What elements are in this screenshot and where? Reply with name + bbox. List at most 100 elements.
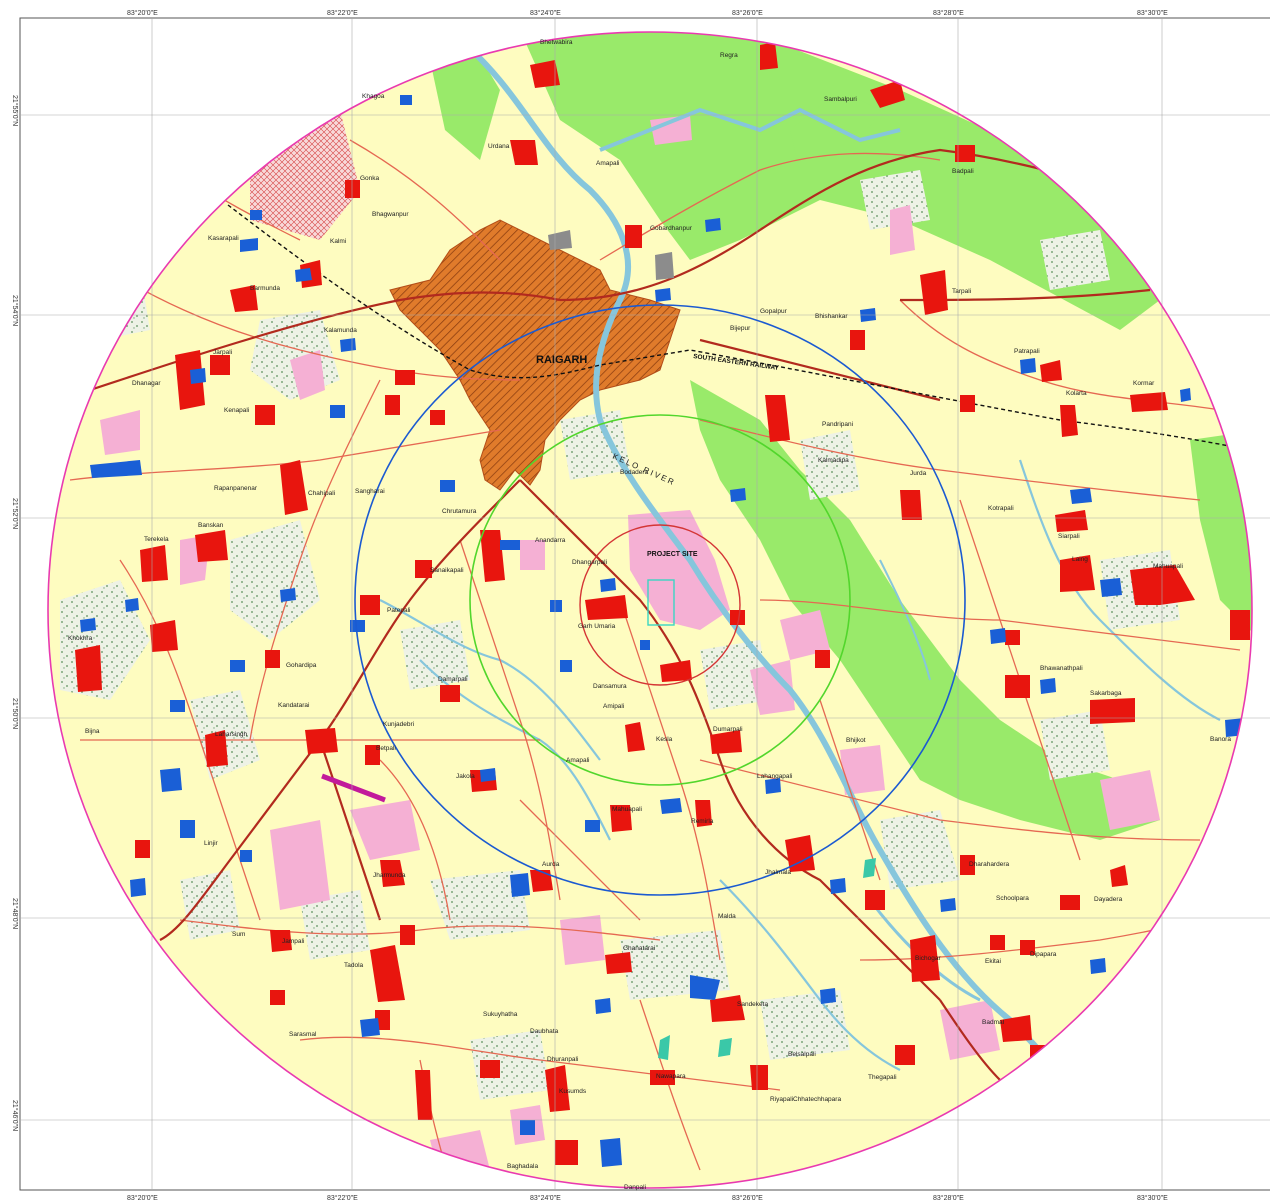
village-label: Badpali bbox=[952, 168, 974, 175]
village-label: Mahuapali bbox=[1153, 563, 1183, 570]
village-label: Banskan bbox=[198, 522, 224, 529]
roads bbox=[59, 139, 1241, 1181]
village-label: Patrapali bbox=[1014, 348, 1040, 355]
project-site-marker bbox=[647, 579, 675, 626]
village-label: Sanaikapali bbox=[430, 567, 464, 574]
village-label: Bijepur bbox=[730, 325, 751, 332]
bottom-tick-6: 83°30'0"E bbox=[1137, 1194, 1168, 1202]
village-label: Bhijkot bbox=[846, 737, 866, 744]
top-tick-3: 83°24'0"E bbox=[530, 9, 561, 17]
village-label: Gobardhanpur bbox=[650, 225, 693, 232]
village-label: Dhuranpali bbox=[547, 1056, 578, 1063]
village-label: Terekela bbox=[144, 536, 169, 543]
village-label: Badmal bbox=[982, 1019, 1005, 1026]
village-label: Kunjadebri bbox=[383, 721, 414, 728]
bottom-tick-3: 83°24'0"E bbox=[530, 1194, 561, 1202]
village-label: Belsalpali bbox=[788, 1051, 816, 1058]
top-tick-5: 83°28'0"E bbox=[933, 9, 964, 17]
village-label: Mahuapali bbox=[612, 806, 642, 813]
ring-7km bbox=[469, 414, 851, 786]
village-label: Sangharai bbox=[355, 488, 385, 495]
village-label: Aurda bbox=[542, 861, 560, 868]
left-tick-labels: 21°55'0"N 21°54'0"N 21°52'0"N 21°50'0"N … bbox=[11, 95, 19, 1131]
village-label: Gohardipa bbox=[286, 662, 317, 669]
ring-10km bbox=[354, 304, 966, 896]
village-label: Dansamura bbox=[593, 683, 627, 690]
forest-area bbox=[520, 32, 1160, 330]
village-label: Kalamunda bbox=[324, 327, 357, 334]
village-label: Bichogar bbox=[915, 955, 941, 962]
village-label: Pandripani bbox=[822, 421, 853, 428]
village-label: Kolarta bbox=[1066, 390, 1087, 397]
village-label: Dharahardera bbox=[969, 861, 1009, 868]
ring-3km bbox=[579, 524, 741, 686]
village-label: Jurda bbox=[910, 470, 927, 477]
raigarh-urban-area bbox=[389, 219, 681, 491]
village-label: Linjir bbox=[204, 840, 219, 847]
village-label: Ghanatarai bbox=[623, 945, 655, 952]
village-label: Kenapali bbox=[224, 407, 249, 414]
village-label: Tadola bbox=[344, 962, 364, 969]
bottom-tick-4: 83°26'0"E bbox=[732, 1194, 763, 1202]
village-label: Kalmi bbox=[330, 238, 346, 245]
village-label: Dipapara bbox=[1030, 951, 1057, 958]
village-label: Kesla bbox=[656, 736, 673, 743]
top-tick-6: 83°30'0"E bbox=[1137, 9, 1168, 17]
bottom-tick-1: 83°20'0"E bbox=[127, 1194, 158, 1202]
village-label: Jharmunda bbox=[373, 872, 406, 879]
village-label: Rapanpanenar bbox=[214, 485, 258, 492]
village-label: Schoolpara bbox=[996, 895, 1029, 902]
village-label: Betpali bbox=[376, 745, 396, 752]
village-label: Danpali bbox=[624, 1184, 646, 1191]
top-tick-4: 83°26'0"E bbox=[732, 9, 763, 17]
village-label: Khagoa bbox=[362, 93, 385, 100]
village-label: Jakola bbox=[456, 773, 475, 780]
railway-line bbox=[227, 204, 1251, 451]
village-label: Siarpali bbox=[1058, 533, 1080, 540]
village-label: Sandeketa bbox=[737, 1001, 768, 1008]
village-label: Bodadera bbox=[620, 469, 649, 476]
village-label: Sum bbox=[232, 931, 245, 938]
project-site-label: PROJECT SITE bbox=[647, 551, 698, 558]
village-label: Lahangapali bbox=[757, 773, 792, 780]
village-label: Dhangarpali bbox=[572, 559, 607, 566]
top-tick-2: 83°22'0"E bbox=[327, 9, 358, 17]
village-label: Amapali bbox=[566, 757, 589, 764]
left-tick-1: 21°55'0"N bbox=[11, 95, 19, 126]
village-label: Kandatarai bbox=[278, 702, 309, 709]
teal-patch bbox=[658, 1035, 670, 1060]
left-tick-5: 21°48'0"N bbox=[11, 898, 19, 929]
village-label: Jhalmala bbox=[765, 869, 791, 876]
village-label: Dayadera bbox=[1094, 896, 1123, 903]
town-label: RAIGARH bbox=[536, 354, 587, 366]
forest-area bbox=[430, 40, 500, 160]
teal-patch bbox=[718, 1038, 732, 1057]
village-label: Patepali bbox=[387, 607, 411, 614]
village-label: Chhatechhapara bbox=[793, 1096, 841, 1103]
village-label: Bhetwabira bbox=[540, 39, 573, 46]
village-labels: Regra Bhetwabira Khagoa Sambalpuri Urdana Ama… bbox=[68, 39, 1231, 1191]
village-label: Bhagwanpur bbox=[372, 211, 409, 218]
village-label: Chahipali bbox=[308, 490, 335, 497]
village-label: Urdana bbox=[488, 143, 510, 150]
graticule bbox=[20, 18, 1270, 1190]
teal-patch bbox=[863, 858, 876, 878]
village-label: Tarpali bbox=[952, 288, 971, 295]
top-tick-labels: 83°20'0"E 83°22'0"E 83°24'0"E 83°26'0"E … bbox=[127, 9, 1168, 17]
village-label: Barmunda bbox=[250, 285, 280, 292]
village-label: Laing bbox=[1072, 556, 1088, 563]
village-label: Malda bbox=[718, 913, 736, 920]
village-label: Jarpali bbox=[213, 349, 232, 356]
bottom-tick-labels: 83°20'0"E 83°22'0"E 83°24'0"E 83°26'0"E … bbox=[127, 1194, 1168, 1202]
village-label: Chrutamura bbox=[442, 508, 477, 515]
village-label: Bhishankar bbox=[815, 313, 848, 320]
water-bodies bbox=[80, 95, 1246, 1167]
rivers bbox=[379, 37, 1221, 1082]
village-label: Dumarpali bbox=[713, 726, 743, 733]
village-label: Sukuyhatha bbox=[483, 1011, 518, 1018]
village-label: Amipali bbox=[603, 703, 624, 710]
forest-area bbox=[790, 90, 880, 170]
pink-patches bbox=[100, 115, 1160, 1180]
village-label: Remirla bbox=[691, 818, 714, 825]
